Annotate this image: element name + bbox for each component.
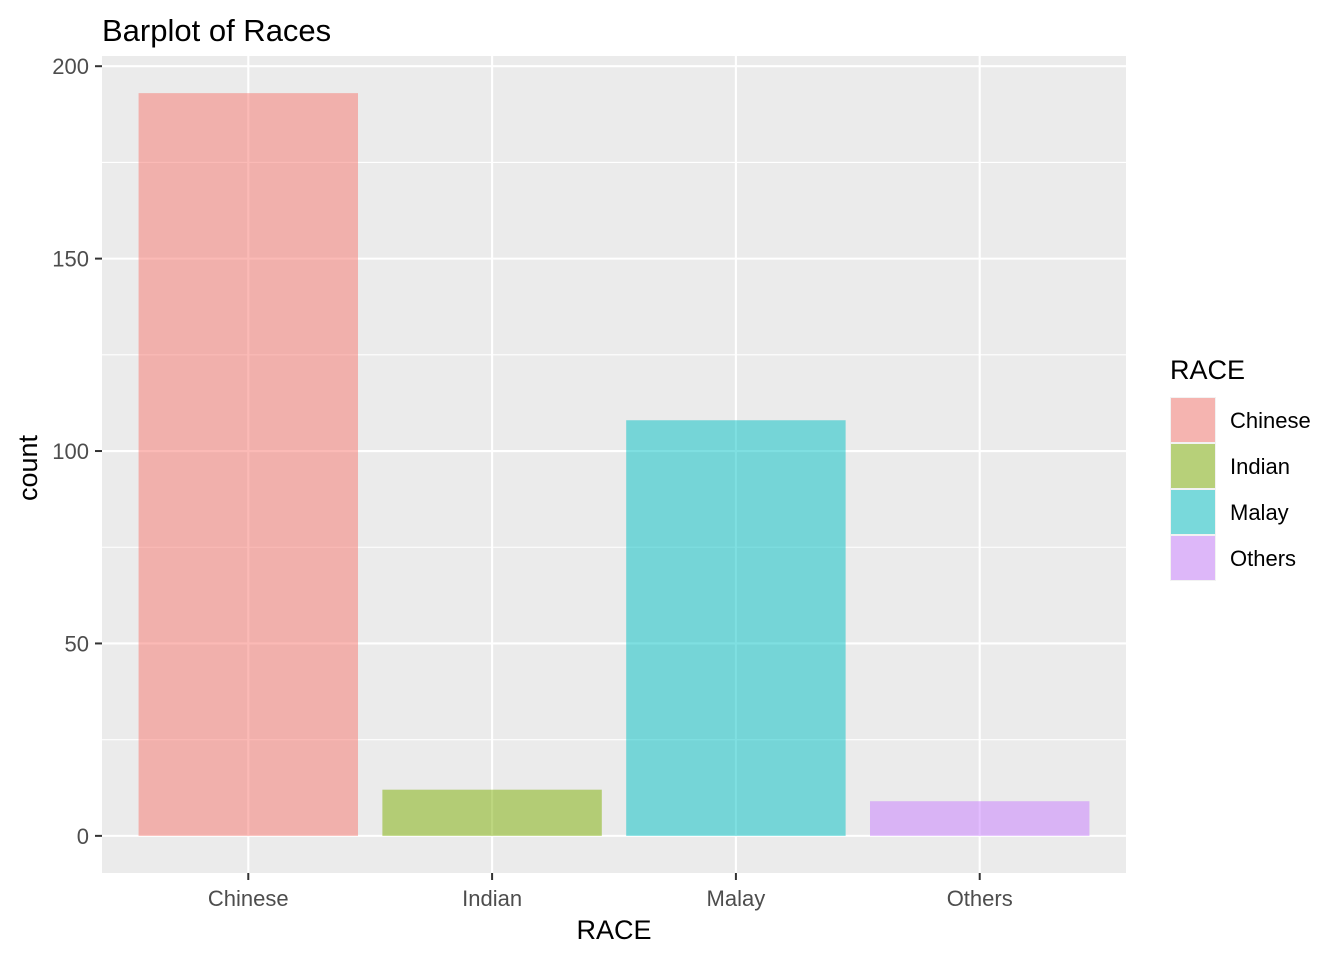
legend-swatch-malay: [1171, 490, 1215, 534]
legend: RACE Chinese Indian Malay Others: [1170, 355, 1311, 581]
bar-indian: [382, 789, 602, 836]
y-axis-title: count: [13, 434, 43, 501]
legend-label-others: Others: [1230, 546, 1296, 571]
y-tick-label: 150: [52, 247, 89, 272]
bar-others: [870, 801, 1090, 836]
y-tick-label: 100: [52, 439, 89, 464]
legend-label-malay: Malay: [1230, 500, 1289, 525]
y-tick-label: 50: [65, 631, 89, 656]
y-tick-label: 0: [77, 824, 89, 849]
legend-label-indian: Indian: [1230, 454, 1290, 479]
chart-title: Barplot of Races: [102, 13, 331, 48]
y-tick-label: 200: [52, 54, 89, 79]
legend-swatch-indian: [1171, 444, 1215, 488]
bars: [138, 93, 1090, 836]
bar-malay: [626, 420, 846, 836]
legend-title: RACE: [1170, 355, 1245, 385]
legend-label-chinese: Chinese: [1230, 408, 1311, 433]
bar-chinese: [138, 93, 358, 836]
legend-swatch-chinese: [1171, 398, 1215, 442]
x-tick-label: Chinese: [208, 886, 289, 911]
legend-swatch-others: [1171, 536, 1215, 580]
x-tick-label: Indian: [462, 886, 522, 911]
x-tick-label: Others: [947, 886, 1013, 911]
x-tick-label: Malay: [707, 886, 766, 911]
y-axis: 0 50 100 150 200: [52, 54, 102, 849]
x-axis: Chinese Indian Malay Others: [208, 873, 1013, 911]
x-axis-title: RACE: [576, 915, 651, 945]
